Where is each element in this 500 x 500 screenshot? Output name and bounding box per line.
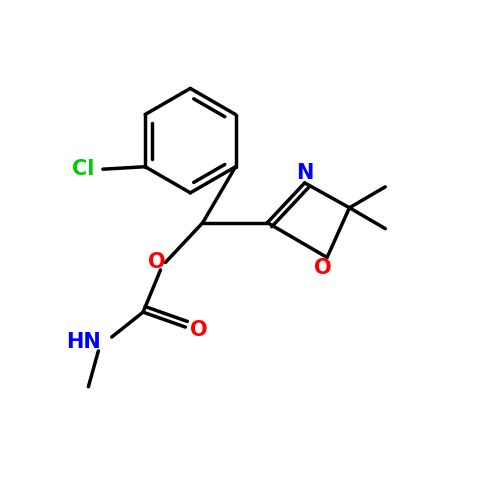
Text: O: O: [148, 252, 166, 272]
Text: HN: HN: [66, 332, 101, 352]
Text: O: O: [190, 320, 208, 340]
Text: Cl: Cl: [72, 159, 94, 179]
Text: O: O: [314, 258, 332, 278]
Text: N: N: [296, 163, 314, 183]
